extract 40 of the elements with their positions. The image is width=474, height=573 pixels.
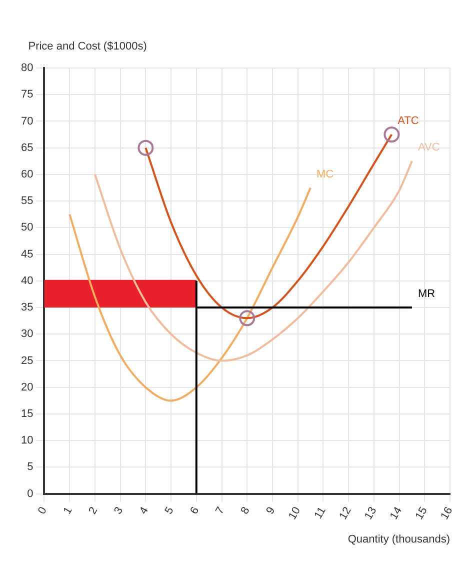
y-tick-label: 15	[20, 408, 34, 420]
y-tick-label: 35	[20, 302, 34, 314]
series-label: MC	[316, 168, 334, 180]
x-tick-label: 6	[188, 505, 202, 516]
x-tick-label: 11	[312, 505, 328, 522]
series-label: AVC	[418, 142, 440, 154]
y-tick-label: 10	[20, 434, 34, 447]
x-tick-label: 8	[238, 505, 252, 516]
y-tick-label: 45	[20, 248, 34, 260]
x-tick-label: 7	[214, 505, 227, 516]
x-tick-label: 13	[362, 505, 380, 522]
x-tick-label: 9	[264, 505, 278, 516]
x-tick-label: 5	[162, 505, 176, 516]
y-tick-label: 60	[20, 168, 34, 180]
y-tick-label: 20	[20, 381, 34, 394]
y-tick-label: 25	[20, 354, 34, 367]
x-tick-label: 16	[438, 505, 456, 522]
y-tick-label: 65	[20, 142, 34, 154]
y-tick-label: 40	[20, 274, 34, 287]
y-tick-label: 75	[20, 88, 34, 101]
y-tick-label: 5	[27, 461, 34, 474]
y-tick-label: 70	[20, 115, 34, 128]
x-tick-label: 4	[137, 505, 151, 516]
series-label: MR	[418, 288, 436, 300]
y-tick-label: 55	[20, 195, 34, 208]
x-tick-label: 14	[388, 505, 405, 522]
x-axis-title: Quantity (thousands)	[348, 534, 450, 546]
x-tick-label: 15	[413, 505, 430, 522]
y-tick-label: 30	[20, 328, 34, 340]
x-tick-label: 1	[61, 505, 75, 516]
x-tick-label: 12	[337, 505, 354, 522]
y-tick-label: 0	[27, 488, 34, 500]
x-tick-label: 3	[112, 505, 126, 516]
y-axis-title: Price and Cost ($1000s)	[28, 40, 147, 53]
x-tick-label: 0	[36, 505, 50, 516]
y-tick-label: 80	[20, 62, 34, 74]
x-tick-label: 2	[86, 505, 100, 516]
x-tick-label: 10	[286, 505, 304, 522]
y-tick-label: 50	[20, 222, 34, 234]
series-label: ATC	[398, 115, 419, 128]
